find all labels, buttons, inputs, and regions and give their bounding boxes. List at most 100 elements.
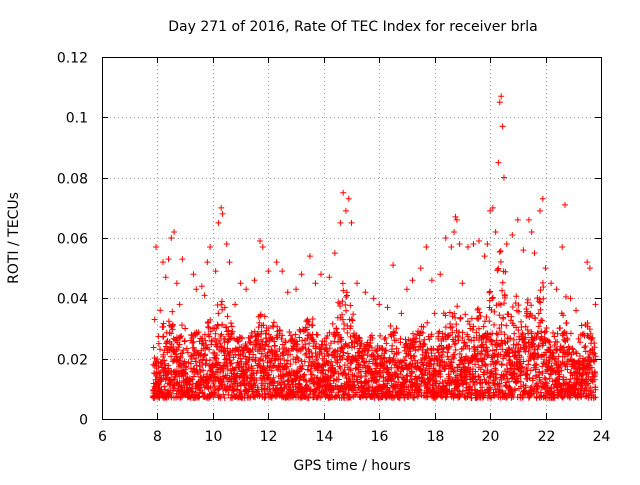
data-point [154,356,161,363]
data-point [323,341,330,348]
data-point [522,384,529,391]
data-point [476,238,483,245]
data-point [534,383,541,390]
data-point [287,351,294,358]
data-point [547,370,554,377]
data-point [244,374,251,381]
data-point [553,286,560,293]
data-point [530,353,537,360]
data-point [384,366,391,373]
data-point [412,347,419,354]
data-point [560,312,567,319]
data-point [515,341,522,348]
data-point [272,357,279,364]
data-point [563,320,570,327]
data-point [264,375,271,382]
x-tick-label: 16 [371,429,389,445]
data-point [574,376,581,383]
data-point [526,314,533,321]
data-point [541,375,548,382]
data-point [442,324,449,331]
data-point [198,283,205,290]
data-point [584,259,591,266]
data-point [190,373,197,380]
data-point [412,338,419,345]
data-point [443,360,450,367]
data-point [492,228,499,235]
data-point [526,392,533,399]
data-point [543,324,550,331]
data-point [397,371,404,378]
data-point [514,349,521,356]
data-point [155,340,162,347]
data-point [299,362,306,369]
data-point [306,391,313,398]
data-point [226,357,233,364]
data-point [442,312,449,319]
data-point [489,204,496,211]
data-point [279,268,286,275]
data-point [454,303,461,310]
data-point [551,333,558,340]
data-point [153,244,160,251]
data-point [183,345,190,352]
data-point [175,344,182,351]
data-point [544,380,551,387]
data-point [366,343,373,350]
data-point [355,349,362,356]
data-point [342,370,349,377]
data-point [321,390,328,397]
data-point [498,321,505,328]
data-point [160,320,167,327]
data-point [333,325,340,332]
data-point [542,265,549,272]
data-point [212,335,219,342]
data-point [344,356,351,363]
data-point [321,338,328,345]
data-point [205,323,212,330]
data-point [327,340,334,347]
data-point [246,338,253,345]
data-point [472,368,479,375]
data-point [215,322,222,329]
data-point [318,350,325,357]
data-point [199,356,206,363]
data-point [182,325,189,332]
data-point [178,333,185,340]
data-point [320,366,327,373]
data-point [452,347,459,354]
data-point [515,375,522,382]
data-point [476,309,483,316]
data-point [438,352,445,359]
data-point [459,329,466,336]
data-point [484,367,491,374]
y-tick-label: 0.06 [57,232,88,248]
data-point [409,277,416,284]
data-point [243,286,250,293]
data-point [260,357,267,364]
data-point [424,393,431,400]
data-point [369,384,376,391]
data-point [352,356,359,363]
data-point [554,367,561,374]
data-point [528,391,535,398]
data-point [259,244,266,251]
data-point [422,367,429,374]
data-point [548,388,555,395]
y-tick-label: 0 [79,413,88,429]
data-point [533,334,540,341]
data-point [268,367,275,374]
data-point [331,338,338,345]
data-point [206,333,213,340]
data-point [409,330,416,337]
data-point [343,292,350,299]
data-point [428,331,435,338]
data-point [525,347,532,354]
data-point [356,345,363,352]
data-point [151,354,158,361]
data-point [189,339,196,346]
data-point [537,306,544,313]
data-point [511,370,518,377]
x-tick-label: 12 [260,429,278,445]
data-point [575,335,582,342]
